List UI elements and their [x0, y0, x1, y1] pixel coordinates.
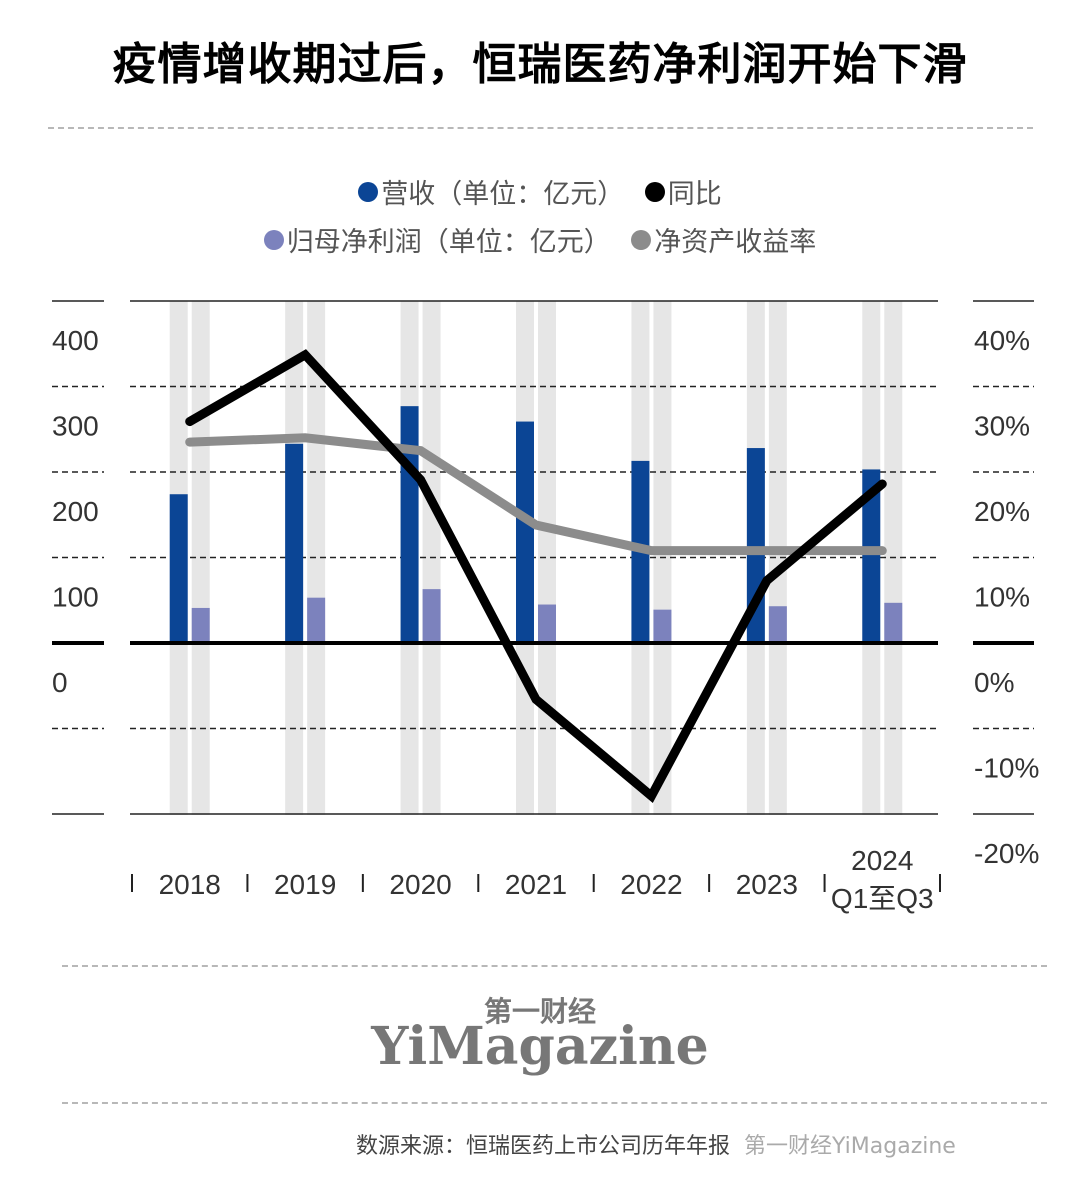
- x-tick-label: 2021: [505, 869, 567, 900]
- bar-bg-stripe: [768, 301, 787, 815]
- legend-dot-icon: [644, 181, 665, 202]
- legend-dot-icon: [631, 229, 652, 250]
- revenue-bar: [400, 406, 419, 643]
- source-text: 数源来源：恒瑞医药上市公司历年年报: [356, 1134, 731, 1159]
- left-tick-label: 300: [52, 411, 99, 442]
- revenue-bar: [169, 494, 188, 643]
- net-profit-bar: [191, 607, 210, 643]
- net-profit-bar: [653, 609, 672, 643]
- x-tick-label: 2020: [389, 869, 451, 900]
- net-profit-bar: [422, 589, 441, 643]
- right-tick-label: 0%: [974, 667, 1014, 698]
- legend-row-1: 营收（单位：亿元） 同比: [0, 172, 1080, 211]
- legend-net-profit: 归母净利润（单位：亿元）: [263, 220, 611, 259]
- right-tick-label: 10%: [974, 582, 1030, 613]
- x-tick-label: 2022: [620, 869, 682, 900]
- x-tick-label: 2018: [159, 869, 221, 900]
- x-tick-sublabel: Q1至Q3: [831, 883, 934, 914]
- source-note: 数源来源：恒瑞医药上市公司历年年报 第一财经YiMagazine: [356, 1128, 956, 1160]
- x-tick-label: 2019: [274, 869, 336, 900]
- revenue-bar: [285, 443, 304, 643]
- revenue-bar: [516, 421, 534, 643]
- legend-yoy: 同比: [644, 172, 722, 211]
- legend-dot-icon: [358, 181, 379, 202]
- logo-english: YiMagazine: [371, 1016, 709, 1077]
- yoy-line: [185, 349, 887, 804]
- legend-row-2: 归母净利润（单位：亿元） 净资产收益率: [0, 220, 1080, 259]
- right-tick-label: 40%: [974, 325, 1030, 356]
- top-divider: [48, 127, 1033, 129]
- left-tick-label: 200: [52, 496, 99, 527]
- watermark: 第一财经YiMagazine: [744, 1134, 956, 1159]
- left-tick-label: 100: [52, 582, 99, 613]
- logo-top-divider: [62, 965, 1047, 967]
- left-tick-label: 0: [52, 667, 68, 698]
- net-profit-bar: [538, 604, 556, 643]
- logo-chinese: 第一财经: [483, 995, 596, 1028]
- right-tick-label: 30%: [974, 411, 1030, 442]
- legend-roe: 净资产收益率: [631, 220, 816, 259]
- bar-bg-stripe: [307, 301, 326, 815]
- right-tick-label: -20%: [974, 838, 1039, 869]
- right-tick-label: 20%: [974, 496, 1030, 527]
- x-tick-label: 2023: [736, 869, 798, 900]
- left-tick-label: 400: [52, 325, 99, 356]
- x-tick-label: 2024: [851, 845, 913, 876]
- bar-bg-stripe: [538, 301, 556, 815]
- net-profit-bar: [768, 606, 787, 643]
- net-profit-bar: [307, 597, 326, 643]
- legend-revenue: 营收（单位：亿元）: [358, 172, 624, 211]
- net-profit-bar: [884, 602, 903, 643]
- revenue-bar: [862, 469, 881, 643]
- right-tick-label: -10%: [974, 753, 1039, 784]
- chart-title: 疫情增收期过后，恒瑞医药净利润开始下滑: [112, 39, 968, 90]
- logo-bottom-divider: [62, 1102, 1047, 1104]
- roe-line: [185, 433, 887, 556]
- legend-dot-icon: [263, 229, 284, 250]
- chart-plot: 400 300 200 100 0 40% 30% 20% 10% 0% -10% -20% 2018 2…: [52, 300, 1039, 914]
